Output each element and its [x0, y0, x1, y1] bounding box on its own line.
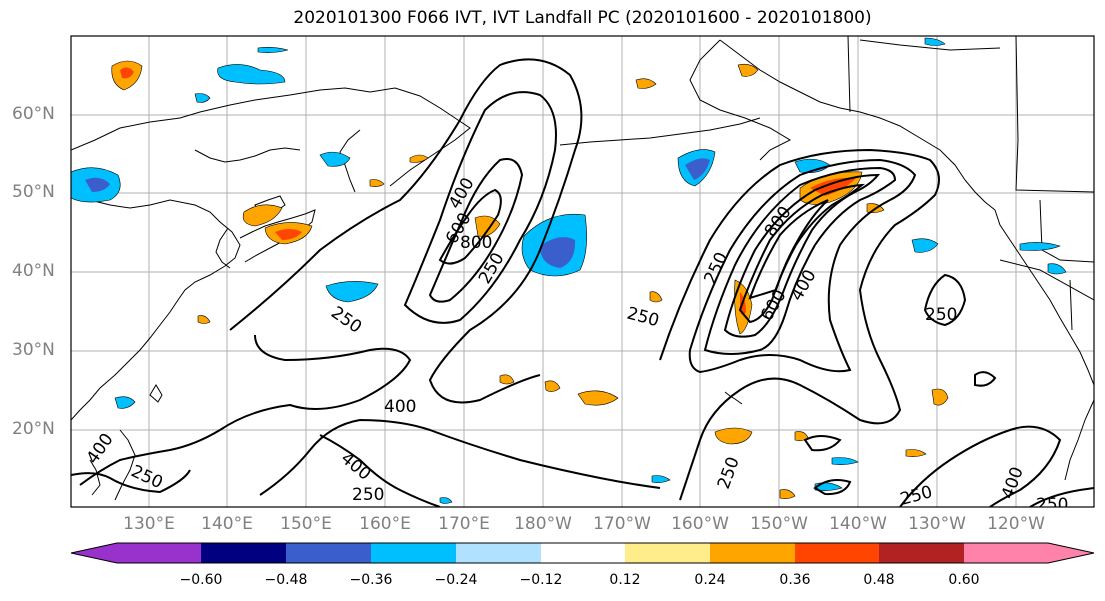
colorbar-segment — [456, 543, 541, 563]
lon-label-130w: 130°W — [908, 514, 966, 534]
map-title: 2020101300 F066 IVT, IVT Landfall PC (20… — [293, 8, 872, 28]
contour-label: 250 — [625, 304, 662, 332]
contour-label: 250 — [714, 454, 744, 491]
colorbar-tick-label: −0.12 — [519, 572, 563, 588]
contour-label: 600 — [757, 286, 791, 324]
lat-label-60n: 60°N — [12, 104, 55, 124]
lon-label-120w: 120°W — [987, 514, 1045, 534]
lon-label-140e: 140°E — [201, 514, 253, 534]
contour-label: 400 — [337, 449, 375, 485]
lon-label-170e: 170°E — [438, 514, 490, 534]
lon-label-160e: 160°E — [359, 514, 411, 534]
lon-label-150e: 150°E — [280, 514, 332, 534]
colorbar-segment — [710, 543, 795, 563]
lat-label-40n: 40°N — [12, 261, 55, 281]
contour-label: 400 — [83, 430, 118, 468]
lon-label-170w: 170°W — [593, 514, 651, 534]
contour-label: 250 — [352, 485, 384, 505]
colorbar-tick-label: 0.60 — [948, 572, 980, 588]
colorbar-segment — [795, 543, 879, 563]
colorbar-segment — [71, 543, 201, 563]
lon-label-160w: 160°W — [671, 514, 729, 534]
colorbar-segment — [879, 543, 964, 563]
lat-label-20n: 20°N — [12, 419, 55, 439]
contour-label: 400 — [998, 464, 1028, 501]
colorbar-segment — [286, 543, 371, 563]
colorbar-segment — [541, 543, 625, 563]
contour-label: 250 — [327, 303, 365, 338]
lon-label-180w: 180°W — [514, 514, 572, 534]
contour-label: 250 — [1036, 495, 1068, 515]
lon-label-150w: 150°W — [750, 514, 808, 534]
contour-label: 400 — [384, 397, 416, 417]
colorbar-outline — [70, 542, 1095, 564]
map-frame — [70, 35, 1095, 508]
colorbar-segment — [625, 543, 710, 563]
colorbar-tick-label: −0.48 — [264, 572, 308, 588]
contour-label: 250 — [925, 305, 957, 325]
colorbar-tick-label: 0.36 — [779, 572, 811, 588]
lat-label-50n: 50°N — [12, 182, 55, 202]
contour-label: 800 — [460, 233, 492, 253]
colorbar-segment — [201, 543, 286, 563]
colorbar-tick-label: −0.24 — [434, 572, 478, 588]
lat-label-30n: 30°N — [12, 340, 55, 360]
lon-label-130e: 130°E — [123, 514, 175, 534]
colorbar — [70, 542, 1095, 564]
colorbar-segment — [371, 543, 456, 563]
colorbar-tick-label: −0.36 — [349, 572, 393, 588]
colorbar-tick-label: 0.48 — [863, 572, 895, 588]
colorbar-tick-label: 0.12 — [609, 572, 641, 588]
pc-shading — [71, 37, 1067, 504]
contour-label: 250 — [898, 482, 935, 510]
coastlines — [71, 36, 1094, 501]
colorbar-segment — [964, 543, 1094, 563]
colorbar-tick-label: −0.60 — [179, 572, 223, 588]
colorbar-tick-label: 0.24 — [694, 572, 726, 588]
ivt-contours — [71, 58, 1094, 507]
lon-label-140w: 140°W — [829, 514, 887, 534]
